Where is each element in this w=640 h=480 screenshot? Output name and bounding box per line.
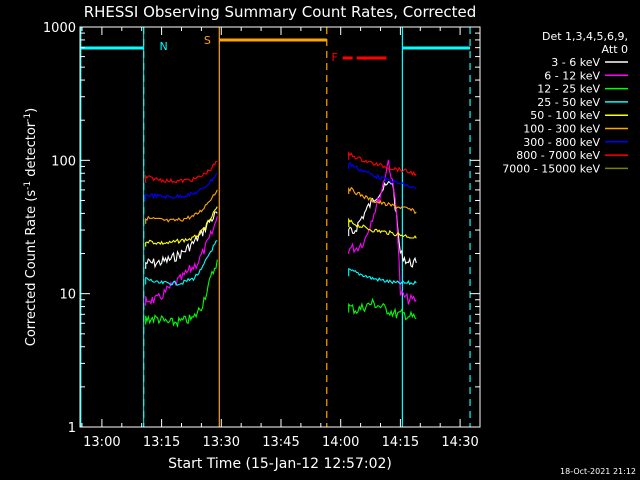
x-tick-label: 13:15	[143, 435, 180, 450]
series-line	[348, 268, 417, 286]
series-line	[348, 150, 417, 177]
legend-label: 6 - 12 keV	[544, 69, 600, 82]
chart-title: RHESSI Observing Summary Count Rates, Co…	[84, 3, 477, 21]
x-tick-label: 14:00	[322, 435, 359, 450]
series-line	[348, 161, 417, 190]
series-line	[348, 217, 417, 239]
y-axis-label-mid: detector	[24, 121, 39, 181]
x-tick-label: 13:30	[203, 435, 240, 450]
legend-label: 100 - 300 keV	[523, 123, 600, 136]
legend-label: 3 - 6 keV	[551, 56, 600, 69]
series-line	[145, 259, 218, 329]
series-layer	[145, 150, 417, 329]
y-axis-label-sup1: -1	[23, 181, 33, 190]
y-tick-label: 1000	[43, 21, 76, 36]
series-line	[348, 186, 417, 215]
series-line	[145, 216, 218, 306]
legend-label: 12 - 25 keV	[537, 83, 600, 96]
y-axis-label-main: Corrected Count Rate (s	[24, 190, 39, 347]
series-line	[348, 180, 417, 268]
legend-header-line1: Det 1,3,4,5,6,9,	[542, 30, 628, 43]
axis-ticks: 13:00 13:15 13:30 13:45 14:00 14:15 14:30 1 10 10…	[43, 21, 481, 450]
annotation-layer: N S F	[80, 27, 471, 427]
annotation-label: S	[204, 34, 211, 47]
series-line	[145, 160, 218, 184]
y-axis-label: Corrected Count Rate (s-1 detector-1)	[23, 108, 39, 346]
x-tick-label: 14:15	[382, 435, 419, 450]
legend-label: 7000 - 15000 keV	[502, 162, 600, 175]
legend-label: 300 - 800 keV	[523, 136, 600, 149]
x-tick-label: 14:30	[441, 435, 478, 450]
y-tick-label: 100	[51, 154, 76, 169]
annotation-label: N	[159, 40, 167, 53]
y-tick-label: 10	[59, 288, 76, 303]
series-line	[348, 297, 417, 321]
plot-frame	[79, 26, 481, 428]
y-tick-label: 1	[68, 421, 76, 436]
legend-header-line2: Att 0	[602, 43, 628, 56]
x-tick-label: 13:45	[262, 435, 299, 450]
x-axis-label: Start Time (15-Jan-12 12:57:02)	[168, 456, 392, 472]
series-line	[145, 206, 218, 247]
x-tick-label: 13:00	[83, 435, 120, 450]
series-line	[145, 172, 218, 201]
legend-label: 50 - 100 keV	[530, 109, 600, 122]
series-line	[348, 159, 417, 305]
series-line	[145, 211, 218, 269]
legend-label: 25 - 50 keV	[537, 96, 600, 109]
y-axis-label-end: )	[24, 108, 39, 113]
legend-label: 800 - 7000 keV	[516, 149, 600, 162]
series-line	[145, 240, 218, 286]
series-line	[145, 189, 218, 224]
y-axis-label-sup2: -1	[23, 113, 33, 122]
annotation-label: F	[332, 51, 338, 64]
timestamp: 18-Oct-2021 21:12	[560, 467, 636, 476]
